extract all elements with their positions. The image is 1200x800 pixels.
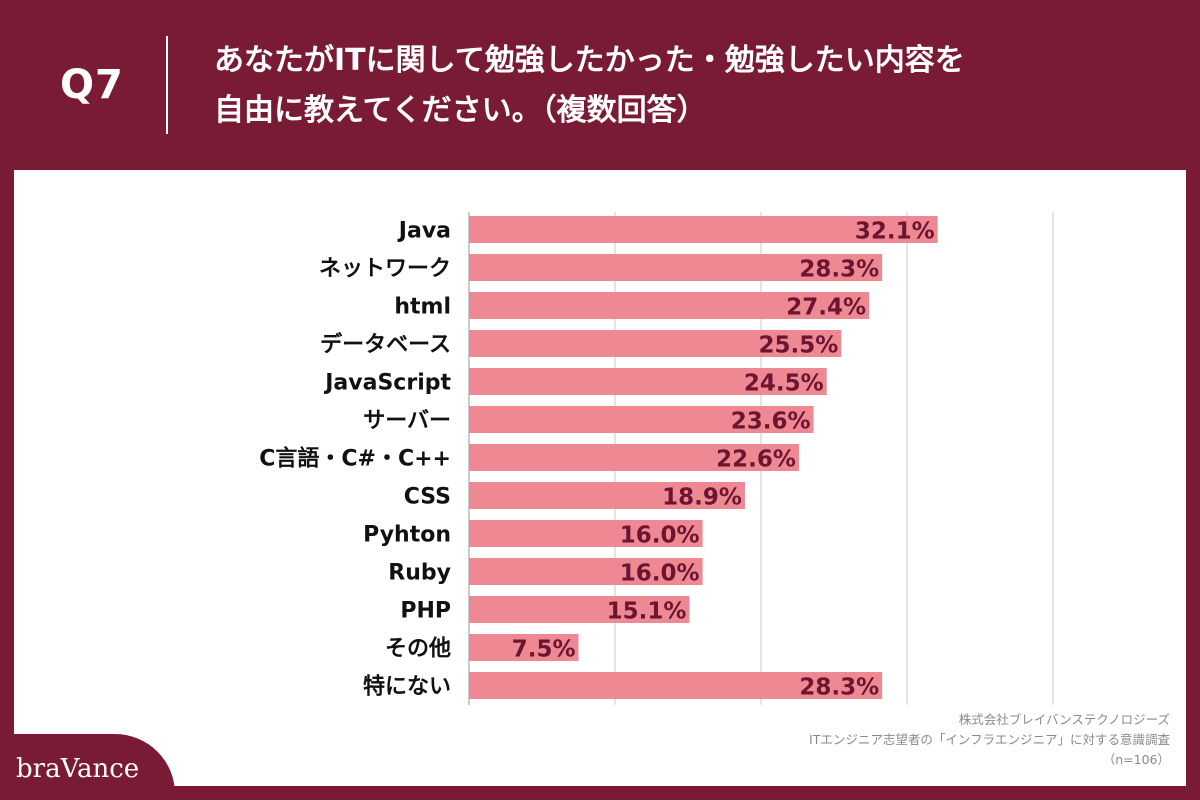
bar-6 bbox=[469, 406, 814, 433]
sample-size: （n=106） bbox=[1102, 752, 1170, 767]
category-label-5: JavaScript bbox=[323, 371, 451, 396]
category-label-13: 特にない bbox=[363, 674, 451, 700]
source-company: 株式会社ブレイバンステクノロジーズ bbox=[958, 712, 1170, 727]
value-label-1: 32.1% bbox=[855, 219, 935, 245]
bar-2 bbox=[469, 254, 883, 281]
source-survey: ITエンジニア志望者の「インフラエンジニア」に対する意識調査 bbox=[809, 732, 1170, 747]
value-label-11: 15.1% bbox=[607, 599, 687, 625]
bar-3 bbox=[469, 292, 870, 319]
bar-8 bbox=[469, 482, 745, 509]
category-label-3: html bbox=[394, 295, 451, 320]
value-label-13: 28.3% bbox=[799, 675, 879, 701]
category-label-10: Ruby bbox=[388, 561, 451, 586]
header: Q7 あなたがITに関して勉強したかった・勉強したい内容を 自由に教えてください… bbox=[0, 0, 1200, 170]
bar-12 bbox=[469, 634, 579, 661]
header-divider bbox=[166, 36, 168, 134]
bar-11 bbox=[469, 596, 690, 623]
category-label-4: データベース bbox=[320, 332, 451, 358]
value-label-10: 16.0% bbox=[620, 561, 700, 587]
logo-tab bbox=[0, 734, 175, 800]
question-number: Q7 bbox=[60, 62, 124, 108]
bar-13 bbox=[469, 672, 883, 699]
value-label-7: 22.6% bbox=[716, 447, 796, 473]
category-label-2: ネットワーク bbox=[319, 257, 451, 282]
bar-5 bbox=[469, 368, 827, 395]
bar-1 bbox=[469, 216, 938, 243]
category-label-1: Java bbox=[397, 219, 451, 244]
category-label-12: その他 bbox=[385, 637, 451, 662]
bar-7 bbox=[469, 444, 799, 471]
value-label-4: 25.5% bbox=[759, 333, 839, 359]
value-label-12: 7.5% bbox=[512, 637, 576, 663]
bar-10 bbox=[469, 558, 703, 585]
value-label-9: 16.0% bbox=[620, 523, 700, 549]
value-label-8: 18.9% bbox=[662, 485, 742, 511]
question-title-line-2: 自由に教えてください。（複数回答） bbox=[214, 93, 707, 128]
value-label-5: 24.5% bbox=[744, 371, 824, 397]
value-label-3: 27.4% bbox=[786, 295, 866, 321]
question-title: あなたがITに関して勉強したかった・勉強したい内容を 自由に教えてください。（複… bbox=[214, 36, 965, 136]
value-label-6: 23.6% bbox=[731, 409, 811, 435]
category-label-9: Pyhton bbox=[363, 523, 451, 548]
category-label-7: C言語・C#・C++ bbox=[259, 446, 451, 472]
bar-9 bbox=[469, 520, 703, 547]
category-label-8: CSS bbox=[404, 485, 451, 510]
question-title-line-1: あなたがITに関して勉強したかった・勉強したい内容を bbox=[214, 43, 965, 78]
value-label-2: 28.3% bbox=[799, 257, 879, 283]
bar-4 bbox=[469, 330, 842, 357]
category-label-6: サーバー bbox=[363, 409, 451, 434]
source-note: 株式会社ブレイバンステクノロジーズ ITエンジニア志望者の「インフラエンジニア」… bbox=[670, 710, 1170, 770]
category-label-11: PHP bbox=[400, 599, 451, 624]
bravance-logo: braVance bbox=[16, 754, 140, 784]
